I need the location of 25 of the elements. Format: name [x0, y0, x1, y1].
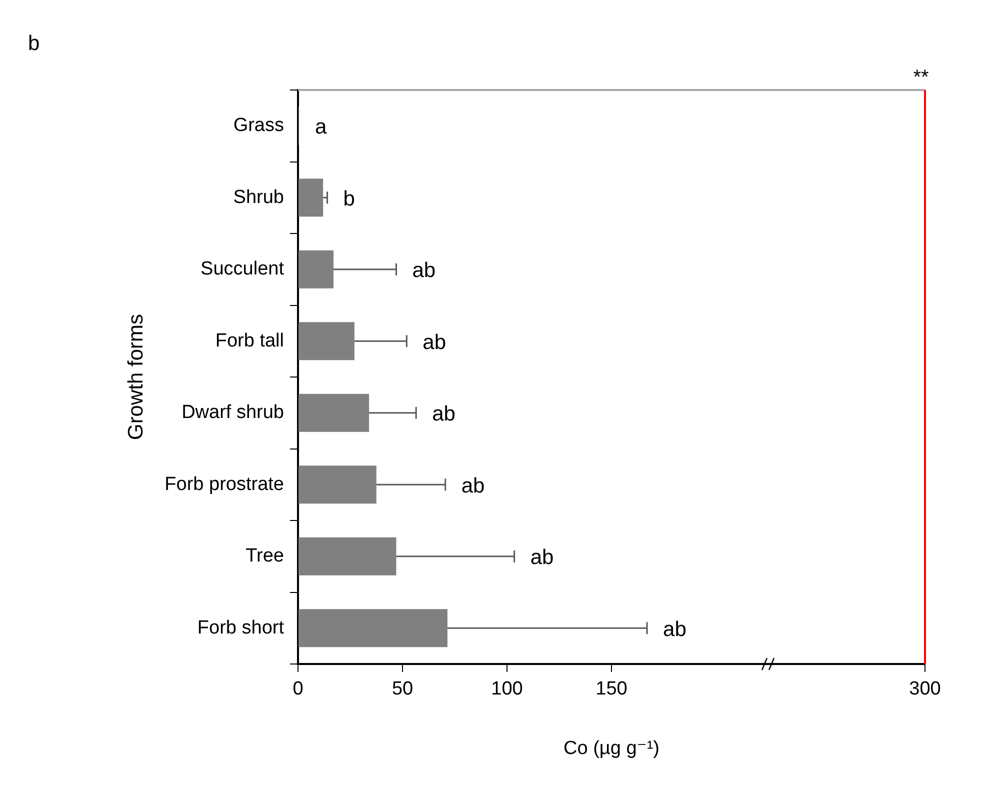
x-tick-label: 150: [596, 678, 628, 700]
y-tick-label: Forb prostrate: [164, 474, 284, 495]
y-tick-label: Shrub: [233, 186, 284, 208]
y-tick-label: Grass: [233, 115, 284, 136]
y-tick-label: Forb tall: [215, 330, 284, 352]
x-tick-label: 300: [909, 678, 941, 700]
y-tick-label: Forb short: [197, 617, 285, 638]
annotation: ab: [663, 618, 686, 641]
text: b: [28, 32, 40, 55]
annotation: b: [343, 187, 355, 210]
annotation: ab: [432, 402, 456, 426]
y-axis-title: Growth forms: [124, 314, 148, 440]
y-tick-label: Dwarf shrub: [182, 402, 284, 424]
x-tick-label: 100: [491, 678, 523, 700]
x-tick-label: 50: [392, 678, 414, 700]
y-tick-label: Succulent: [200, 258, 285, 280]
annotation: a: [315, 116, 328, 139]
annotation: ab: [530, 546, 554, 570]
x-axis-title: Co (µg g⁻¹): [564, 738, 660, 759]
annotation: ab: [412, 259, 436, 282]
x-tick-label: 0: [292, 678, 304, 700]
annotation: ab: [422, 330, 446, 354]
ref-line-label: **: [913, 66, 929, 89]
annotation: ab: [461, 474, 485, 498]
y-tick-label: Tree: [246, 546, 284, 567]
